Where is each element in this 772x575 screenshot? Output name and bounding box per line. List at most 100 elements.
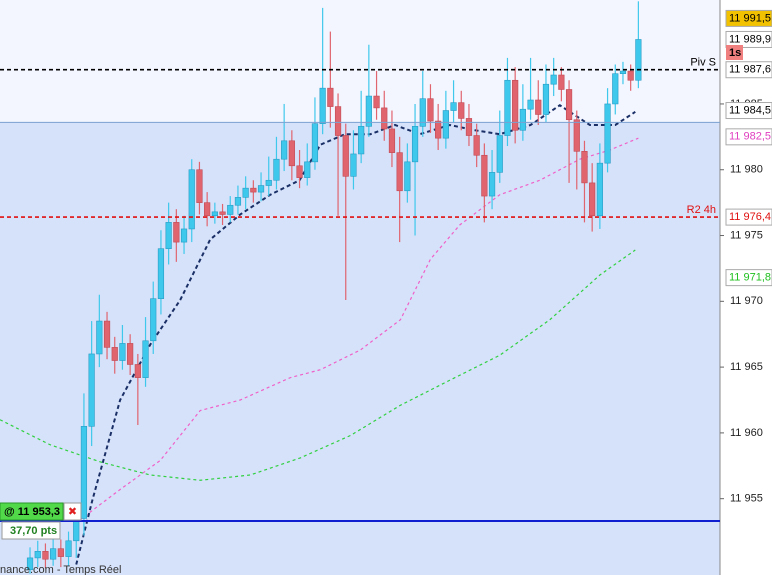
candle-body	[519, 108, 526, 131]
price-tag	[725, 269, 772, 287]
candle-body	[465, 118, 473, 136]
candle-body	[188, 169, 195, 230]
candle-body	[388, 128, 396, 153]
candle-body	[288, 140, 295, 167]
y-tick-label: 11 965	[730, 361, 763, 373]
y-tick-label: 11 960	[730, 427, 763, 439]
candle-body	[273, 158, 280, 181]
candle-body	[350, 153, 357, 177]
candle-body	[419, 98, 426, 127]
candle-body	[211, 211, 218, 217]
candle-body	[589, 182, 596, 217]
level-label: Piv S	[690, 57, 716, 69]
order-price-box	[0, 502, 64, 521]
candle-body	[142, 340, 149, 378]
y-tick-label: 11 975	[730, 229, 763, 241]
candle-body	[196, 169, 203, 203]
candle-body	[334, 106, 342, 136]
candle-body	[596, 162, 603, 217]
price-tag-label: 11 991,5	[729, 12, 771, 24]
price-tag-label: 11 984,5	[729, 104, 771, 116]
candle-body	[396, 152, 403, 192]
candle-body	[257, 185, 265, 193]
candle-body	[219, 211, 226, 215]
candle-body	[542, 83, 550, 115]
price-tag	[725, 208, 772, 226]
candle-body	[404, 161, 411, 192]
candle-body	[242, 187, 249, 198]
candle-body	[80, 426, 88, 519]
price-tag	[725, 61, 772, 79]
candle-body	[227, 204, 234, 215]
moving-average	[0, 249, 636, 481]
candle-body	[311, 123, 319, 163]
candle-body	[496, 135, 503, 173]
order-close[interactable]: ✖	[68, 506, 77, 518]
candle-body	[535, 99, 542, 115]
candle-body	[65, 540, 72, 557]
candle-body	[103, 320, 111, 348]
price-tag	[725, 102, 772, 120]
candle-body	[88, 353, 95, 427]
order-price: @ 11 953,3	[4, 506, 60, 518]
candle-body	[619, 70, 627, 74]
candle-body	[165, 222, 172, 249]
price-tag-label: 11 971,8	[729, 272, 771, 284]
moving-average	[75, 104, 636, 565]
candle-body	[57, 548, 64, 557]
candle-body	[458, 102, 465, 119]
candle-body	[612, 73, 619, 105]
order-close-box[interactable]	[63, 502, 82, 521]
candle-body	[435, 120, 442, 139]
candle-body	[473, 135, 480, 156]
order-pts-box	[1, 521, 61, 540]
candle-body	[96, 320, 103, 355]
candle-body	[411, 126, 419, 163]
price-tag	[725, 128, 772, 146]
candle-body	[157, 248, 165, 299]
candle-body	[296, 165, 303, 178]
candle-body	[442, 110, 449, 139]
candle-body	[265, 179, 272, 186]
candle-body	[381, 107, 388, 130]
price-tag-label: 11 982,5	[729, 131, 771, 143]
candle-body	[327, 87, 334, 107]
candle-body	[127, 343, 134, 365]
footer: nance.com - Temps Réel	[0, 564, 121, 575]
price-tag	[725, 9, 772, 27]
candle-body	[342, 135, 349, 177]
candle-body	[550, 74, 557, 85]
candle-body	[604, 103, 611, 164]
order-pts: 37,70 pts	[10, 525, 57, 537]
candle-body	[173, 222, 180, 243]
candle-body	[365, 95, 372, 127]
candle-body	[450, 102, 457, 111]
candle-body	[635, 39, 642, 81]
timer-box	[726, 45, 743, 60]
candle-body	[34, 551, 41, 559]
candle-body	[427, 98, 434, 122]
candle-body	[565, 89, 573, 121]
candle-body	[319, 87, 326, 124]
price-tag	[725, 30, 772, 48]
candle-body	[234, 197, 242, 206]
candle-body	[50, 548, 57, 560]
candle-body	[150, 298, 157, 342]
candle-body	[504, 79, 511, 136]
candle-body	[481, 154, 488, 197]
price-tag-label: 11 989,9	[729, 33, 771, 45]
candle-body	[111, 347, 118, 361]
candle-body	[573, 119, 580, 152]
order-box: @ 11 953,3 ✖ 37,70 pts	[0, 502, 82, 540]
candle-body	[26, 557, 34, 571]
price-tag-label: 11 987,6	[729, 64, 771, 76]
y-tick-label: 11 970	[730, 295, 763, 307]
candle-body	[558, 74, 565, 90]
candle-body	[119, 343, 126, 361]
level-label: R2 4h	[687, 204, 716, 216]
candle-body	[304, 161, 311, 178]
candle-body	[373, 95, 380, 109]
candle-body	[204, 202, 211, 217]
price-tag-label: 11 976,4	[729, 211, 771, 223]
candle-body	[581, 151, 588, 184]
